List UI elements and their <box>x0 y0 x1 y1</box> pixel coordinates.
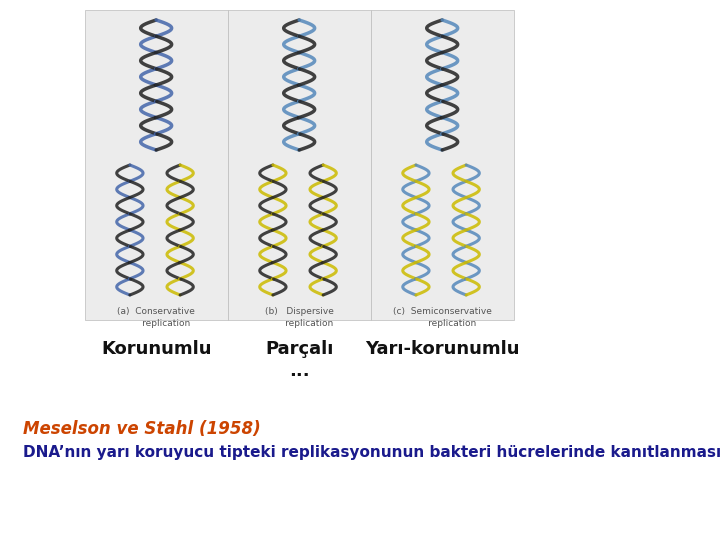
Text: (b)   Dispersive
       replication: (b) Dispersive replication <box>265 307 333 328</box>
Text: Yarı-korunumlu: Yarı-korunumlu <box>365 340 519 358</box>
FancyBboxPatch shape <box>228 10 371 320</box>
FancyBboxPatch shape <box>371 10 514 320</box>
Text: Korunumlu: Korunumlu <box>101 340 212 358</box>
Text: DNA’nın yarı koruyucu tipteki replikasyonunun bakteri hücrelerinde kanıtlanması: DNA’nın yarı koruyucu tipteki replikasyo… <box>23 445 720 460</box>
Text: Meselson ve Stahl (1958): Meselson ve Stahl (1958) <box>23 420 261 438</box>
Text: (c)  Semiconservative
       replication: (c) Semiconservative replication <box>393 307 492 328</box>
FancyBboxPatch shape <box>85 10 228 320</box>
Text: (a)  Conservative
       replication: (a) Conservative replication <box>117 307 195 328</box>
Text: Parçalı
...: Parçalı ... <box>265 340 333 380</box>
